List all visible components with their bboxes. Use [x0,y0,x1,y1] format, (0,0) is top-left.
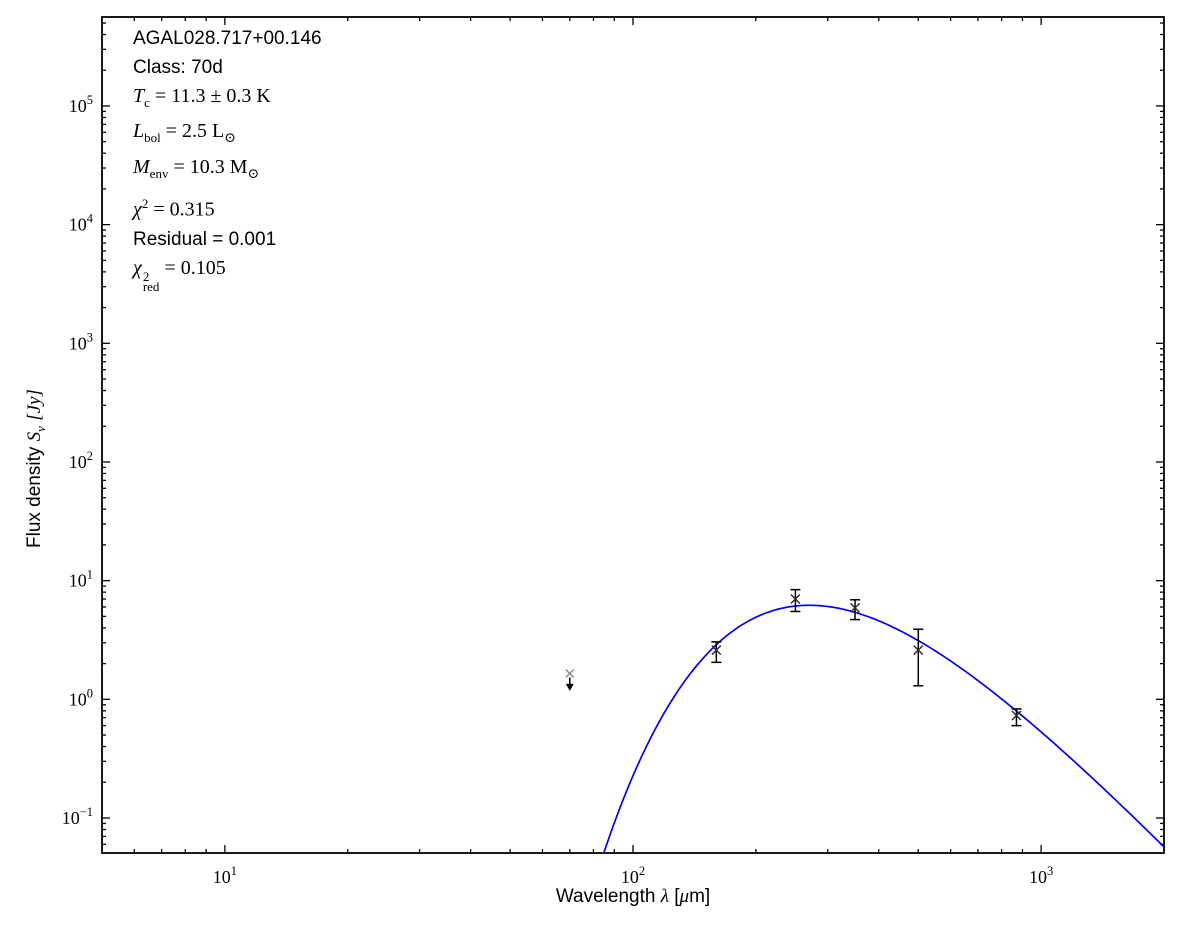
upper-limit-arrow [565,683,574,691]
tick-label: 102 [69,449,93,472]
residual-line: Residual = 0.001 [133,228,277,250]
tick-label: 105 [69,93,93,116]
data-point-marker [913,645,924,656]
mass-line: Menv = 10.3 M⊙ [133,156,260,182]
y-axis-label: Flux density Sν [Jy] [24,389,48,548]
mu-symbol: μ [679,886,690,907]
data-point-marker [850,602,861,613]
tick-label: 101 [69,568,93,591]
data-point-marker [790,594,801,605]
model-curve [602,604,1164,853]
temperature-line: Tc = 11.3 ± 0.3 K [133,85,271,110]
tick-label: 103 [69,330,93,353]
class-label: Class: 70d [133,57,223,78]
data-point-marker [565,669,575,679]
tick-label: 101 [213,864,237,887]
tick-label: 100 [69,686,93,709]
tick-label: 104 [69,212,94,235]
x-axis-label: Wavelength λ [μm] [555,886,711,907]
flux-symbol: S [24,431,45,442]
tick-label: 102 [621,864,645,887]
plot-frame [101,16,1165,854]
tick-label: 10−1 [62,805,93,828]
data-point-marker [711,645,722,656]
data-point-marker [1011,710,1022,721]
luminosity-line: Lbol = 2.5 L⊙ [133,120,236,146]
chi2-line: χ2 = 0.315 [133,196,215,221]
source-name: AGAL028.717+00.146 [133,28,322,49]
chi2red-line: χ 2 red = 0.105 [133,256,226,294]
annotation-block: AGAL028.717+00.146 Class: 70d Tc = 11.3 … [133,24,322,294]
tick-label: 103 [1029,864,1053,887]
lambda-symbol: λ [660,886,669,907]
